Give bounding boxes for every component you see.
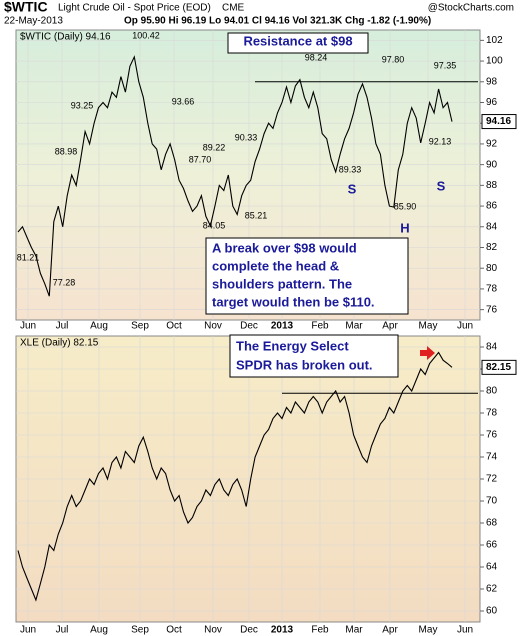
- annotation: shoulders pattern. The: [212, 276, 352, 291]
- x-tick-label: Oct: [166, 321, 182, 332]
- pattern-label: S: [348, 181, 357, 196]
- last-value: 94.16: [486, 116, 511, 127]
- x-tick-label: Jul: [56, 321, 69, 332]
- price-label: 85.21: [245, 210, 268, 220]
- x-tick-label: Jul: [56, 625, 69, 636]
- x-tick-label: Oct: [166, 625, 182, 636]
- price-label: 93.25: [71, 100, 94, 110]
- x-tick-label: Nov: [204, 625, 222, 636]
- x-tick-label: 2013: [271, 321, 294, 332]
- y-tick-label: 82: [486, 242, 498, 253]
- symbol: $WTIC: [4, 0, 48, 15]
- x-tick-label: Aug: [90, 321, 108, 332]
- x-tick-label: Nov: [204, 321, 222, 332]
- annotation: Resistance at $98: [243, 33, 352, 48]
- price-line: [17, 351, 453, 602]
- y-tick-label: 102: [486, 35, 503, 46]
- y-tick-label: 60: [486, 606, 498, 617]
- price-line: [17, 55, 453, 297]
- x-tick-label: Jun: [20, 625, 36, 636]
- y-tick-label: 86: [486, 201, 498, 212]
- y-tick-label: 76: [486, 430, 498, 441]
- y-tick-label: 76: [486, 304, 498, 315]
- x-tick-label: Sep: [131, 321, 149, 332]
- arrow: [420, 346, 435, 360]
- price-label: 98.24: [305, 52, 328, 62]
- annotation: target would then be $110.: [212, 294, 375, 309]
- y-tick-label: 78: [486, 408, 498, 419]
- price-label: 77.28: [53, 277, 76, 287]
- x-tick-label: Aug: [90, 625, 108, 636]
- price-label: 88.98: [55, 146, 78, 156]
- x-tick-label: Jun: [457, 321, 473, 332]
- x-tick-label: Mar: [345, 321, 363, 332]
- y-tick-label: 66: [486, 540, 498, 551]
- y-tick-label: 98: [486, 76, 498, 87]
- y-tick-label: 100: [486, 56, 503, 67]
- y-tick-label: 84: [486, 221, 498, 232]
- annotation: SPDR has broken out.: [236, 357, 373, 372]
- price-label: 89.33: [339, 164, 362, 174]
- price-label: 84.05: [203, 220, 226, 230]
- y-tick-label: 96: [486, 97, 498, 108]
- pattern-label: S: [437, 178, 446, 193]
- annotation-box: [205, 237, 409, 315]
- exchange: CME: [222, 3, 245, 14]
- y-tick-label: 80: [486, 263, 498, 274]
- x-tick-label: Jun: [457, 625, 473, 636]
- x-tick-label: Feb: [311, 321, 329, 332]
- y-tick-label: 88: [486, 180, 498, 191]
- x-tick-label: Apr: [382, 625, 398, 636]
- y-tick-label: 62: [486, 584, 498, 595]
- y-tick-label: 70: [486, 496, 498, 507]
- price-label: 92.13: [429, 136, 452, 146]
- y-tick-label: 84: [486, 342, 498, 353]
- y-tick-label: 92: [486, 139, 498, 150]
- legend: $WTIC (Daily) 94.16: [20, 32, 111, 43]
- y-tick-label: 74: [486, 452, 498, 463]
- date: 22-May-2013: [4, 16, 63, 27]
- x-tick-label: Apr: [382, 321, 398, 332]
- price-label: 87.70: [189, 154, 212, 164]
- y-tick-label: 90: [486, 159, 498, 170]
- x-tick-label: Mar: [345, 625, 363, 636]
- annotation-box: [229, 334, 399, 378]
- y-tick-label: 80: [486, 386, 498, 397]
- source: @StockCharts.com: [428, 3, 514, 14]
- x-tick-label: May: [419, 625, 438, 636]
- quote: Op 95.90 Hi 96.19 Lo 94.01 Cl 94.16 Vol …: [124, 16, 431, 27]
- price-label: 81.21: [17, 252, 40, 262]
- x-tick-label: Jun: [20, 321, 36, 332]
- y-tick-label: 78: [486, 284, 498, 295]
- x-tick-label: May: [419, 321, 438, 332]
- last-value: 82.15: [486, 362, 511, 373]
- price-label: 90.33: [235, 132, 258, 142]
- y-tick-label: 72: [486, 474, 498, 485]
- x-tick-label: 2013: [271, 625, 294, 636]
- price-label: 97.80: [382, 54, 405, 64]
- pattern-label: H: [400, 220, 409, 235]
- price-label: 85.90: [394, 201, 417, 211]
- annotation: A break over $98 would: [212, 240, 357, 255]
- annotation: complete the head &: [212, 258, 339, 273]
- y-tick-label: 64: [486, 562, 498, 573]
- price-label: 89.22: [203, 142, 226, 152]
- last-tag: [481, 114, 517, 130]
- x-tick-label: Dec: [240, 625, 258, 636]
- price-label: 93.66: [172, 96, 195, 106]
- x-tick-label: Feb: [311, 625, 329, 636]
- annotation: The Energy Select: [236, 338, 349, 353]
- name: Light Crude Oil - Spot Price (EOD): [58, 3, 211, 14]
- x-tick-label: Dec: [240, 321, 258, 332]
- legend: XLE (Daily) 82.15: [20, 338, 99, 349]
- price-label: 100.42: [132, 30, 160, 40]
- annotation-box: [227, 32, 369, 54]
- y-tick-label: 68: [486, 518, 498, 529]
- last-tag: [481, 359, 517, 375]
- price-label: 97.35: [434, 60, 457, 70]
- x-tick-label: Sep: [131, 625, 149, 636]
